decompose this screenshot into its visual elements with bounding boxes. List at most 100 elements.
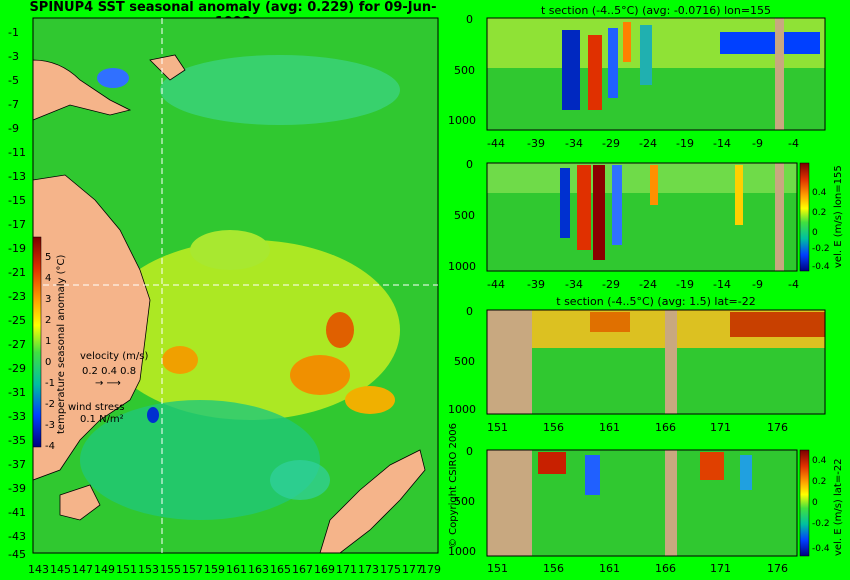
y-tick: -5 (8, 74, 19, 87)
y-tick: -1 (8, 26, 19, 39)
map-colorbar-label: temperature seasonal anomaly (°C) (56, 254, 67, 434)
y-tick: -17 (8, 218, 26, 231)
x-tick: 166 (655, 562, 676, 575)
y-tick: -13 (8, 170, 26, 183)
cbar-tick: -2 (45, 399, 55, 410)
x-tick: 155 (160, 563, 181, 576)
cbar-tick: 0 (45, 357, 52, 368)
cbar-tick: 4 (45, 273, 52, 284)
x-tick: 161 (599, 562, 620, 575)
x-tick: 161 (226, 563, 247, 576)
x-tick: -29 (602, 137, 620, 150)
y-tick: -39 (8, 482, 26, 495)
x-tick: -44 (487, 278, 505, 291)
y-tick: 500 (454, 495, 475, 508)
warm-eddy (290, 355, 350, 395)
island-land (149, 54, 186, 81)
cbar-tick: -0.4 (812, 544, 830, 554)
cbar-tick: 3 (45, 294, 52, 305)
y-tick: -35 (8, 434, 26, 447)
cbar-tick: 0.2 (812, 208, 827, 218)
x-tick: 177 (402, 563, 423, 576)
x-tick: 165 (270, 563, 291, 576)
x-tick: 176 (767, 421, 788, 434)
y-tick: -25 (8, 314, 26, 327)
australia-land (32, 174, 151, 481)
section-panel-3 (486, 309, 826, 415)
wind-legend-value: 0.1 N/m² (80, 414, 124, 425)
y-tick: -19 (8, 242, 26, 255)
x-tick: 171 (336, 563, 357, 576)
cbar-tick: 1 (45, 336, 52, 347)
x-tick: 166 (655, 421, 676, 434)
section-4-colorbar-label: vel. E (m/s) lat=-22 (833, 458, 844, 556)
x-tick: 175 (380, 563, 401, 576)
x-tick: -4 (788, 278, 799, 291)
y-tick: -41 (8, 506, 26, 519)
x-tick: 159 (204, 563, 225, 576)
y-tick: 0 (466, 305, 473, 318)
y-tick: 0 (466, 13, 473, 26)
x-tick: 149 (94, 563, 115, 576)
x-tick: 176 (767, 562, 788, 575)
x-tick: 173 (358, 563, 379, 576)
y-tick: 1000 (448, 545, 476, 558)
velocity-legend-arrows: → ⟶ (95, 378, 121, 389)
x-tick: 161 (599, 421, 620, 434)
y-tick: 1000 (448, 260, 476, 273)
copyright-text: © Copyright CSIRO 2006 (448, 423, 459, 548)
velocity-legend-label: velocity (m/s) (80, 351, 149, 362)
y-tick: -3 (8, 50, 19, 63)
velocity-legend-values: 0.2 0.4 0.8 (82, 366, 137, 377)
x-tick: -4 (788, 137, 799, 150)
section-3-title: t section (-4..5°C) (avg: 1.5) lat=-22 (556, 295, 756, 308)
x-tick: -44 (487, 137, 505, 150)
x-tick: -34 (565, 137, 583, 150)
x-tick: -19 (676, 278, 694, 291)
x-tick: 151 (116, 563, 137, 576)
y-tick: 1000 (448, 114, 476, 127)
x-tick: 156 (543, 421, 564, 434)
y-tick: -31 (8, 386, 26, 399)
x-tick: -29 (602, 278, 620, 291)
x-tick: 163 (248, 563, 269, 576)
y-tick: -7 (8, 98, 19, 111)
x-tick: 143 (28, 563, 49, 576)
cbar-tick: 0 (812, 228, 818, 238)
x-tick: -14 (713, 137, 731, 150)
x-tick: -34 (565, 278, 583, 291)
cbar-tick: -1 (45, 378, 55, 389)
section-panel-4 (486, 449, 810, 557)
y-tick: 500 (454, 209, 475, 222)
x-tick: 179 (420, 563, 441, 576)
y-tick: -33 (8, 410, 26, 423)
section-panel-1 (486, 17, 826, 131)
warm-patch (190, 230, 270, 270)
cbar-tick: -0.2 (812, 519, 830, 529)
warm-eddy (162, 346, 198, 374)
x-tick: 169 (314, 563, 335, 576)
y-tick: 0 (466, 445, 473, 458)
x-tick: -39 (527, 278, 545, 291)
sst-map (32, 17, 439, 554)
cbar-tick: 0.2 (812, 477, 827, 487)
y-tick: 1000 (448, 403, 476, 416)
y-tick: -27 (8, 338, 26, 351)
x-tick: 167 (292, 563, 313, 576)
cbar-tick: -0.4 (812, 262, 830, 272)
cbar-tick: 0.4 (812, 456, 827, 466)
x-tick: -24 (639, 278, 657, 291)
y-tick: -15 (8, 194, 26, 207)
section-1-title: t section (-4..5°C) (avg: -0.0716) lon=1… (540, 4, 772, 17)
map-colorbar (32, 236, 42, 448)
cold-patch (97, 68, 129, 88)
y-tick: -37 (8, 458, 26, 471)
section-2-colorbar-label: vel. E (m/s) lon=155 (833, 165, 844, 268)
cbar-tick: 0 (812, 498, 818, 508)
x-tick: -24 (639, 137, 657, 150)
y-tick: -9 (8, 122, 19, 135)
x-tick: 153 (138, 563, 159, 576)
cbar-tick: 5 (45, 252, 52, 263)
cool-zone (80, 400, 320, 520)
cbar-tick: -4 (45, 441, 55, 452)
